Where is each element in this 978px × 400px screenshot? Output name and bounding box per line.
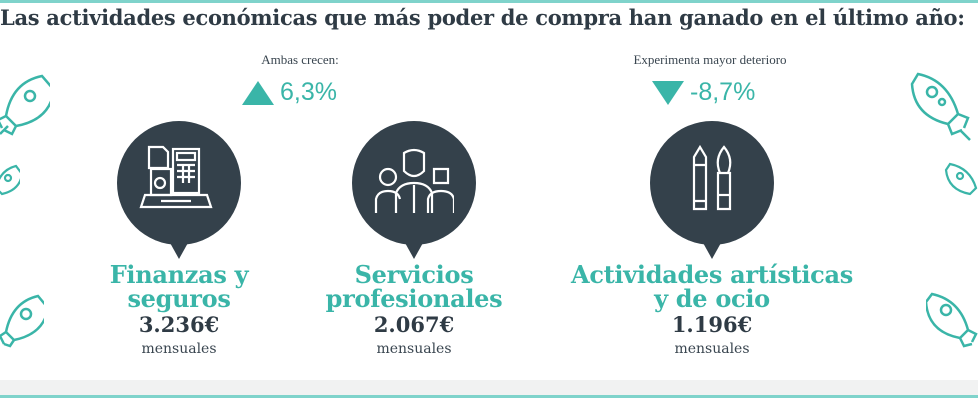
finance-bubble [117,121,241,259]
activity-amount: 2.067€ [373,312,455,337]
footer-band [0,380,978,395]
decline-note: Experimenta mayor deterioro [633,52,787,67]
triangle-down-icon [652,80,684,105]
activity-name: Servicios profesionales [294,263,534,311]
arts-bubble [650,121,774,259]
activity-name-line1: Finanzas y [109,260,249,289]
activity-unit: mensuales [674,341,750,357]
activity-unit: mensuales [141,341,217,357]
activity-name-line2: y de ocio [654,284,770,313]
activity-name-line2: seguros [127,284,231,313]
professionals-group-icon [374,148,454,213]
bottom-divider [0,395,978,398]
services-bubble [352,121,476,259]
calculator-computer-icon [139,145,213,209]
activity-name-line1: Actividades artísticas [571,260,853,289]
activity-amount: 1.196€ [671,312,753,337]
rocket-icon [944,162,978,196]
pencil-brush-icon [692,144,732,211]
decline-value: -8,7% [690,78,756,106]
activity-amount: 3.236€ [138,312,220,337]
activity-unit: mensuales [376,341,452,357]
rocket-icon [910,72,971,141]
page-title: Las actividades económicas que más poder… [0,5,965,30]
activity-name-line2: profesionales [325,284,503,313]
rocket-icon [0,294,44,348]
top-divider [0,0,978,3]
triangle-up-icon [242,80,274,105]
rocket-icon [0,164,20,196]
growth-note: Ambas crecen: [261,52,339,67]
activity-name: Actividades artísticas y de ocio [552,263,872,311]
rocket-icon [0,74,50,136]
rocket-icon [926,292,978,348]
decline-indicator: -8,7% [652,78,755,107]
activity-name: Finanzas y seguros [79,263,279,311]
growth-indicator: 6,3% [242,78,337,107]
activity-name-line1: Servicios [354,260,474,289]
growth-value: 6,3% [280,78,337,106]
